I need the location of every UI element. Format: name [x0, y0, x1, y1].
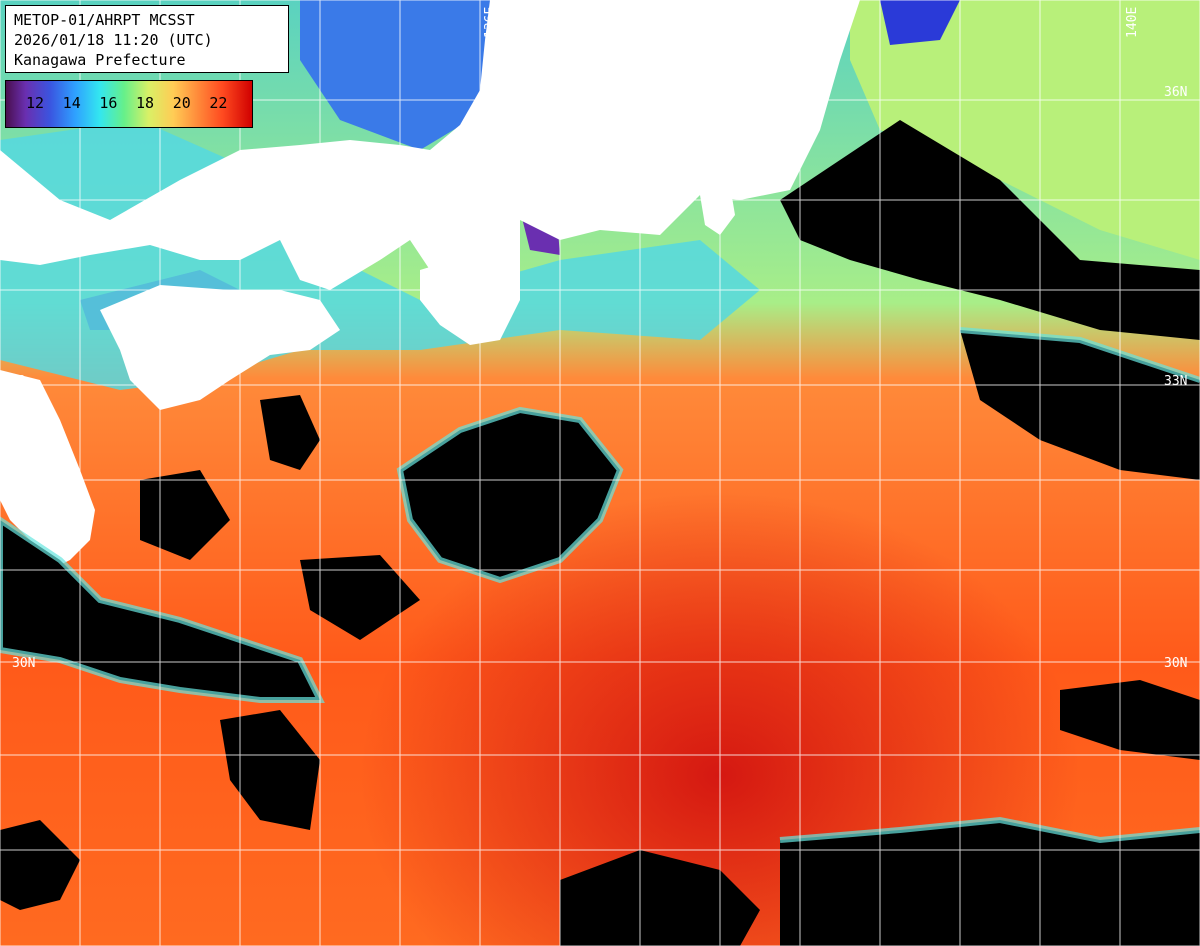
- izu-peninsula: [700, 185, 735, 235]
- lat-label-30n-left: 30N: [12, 656, 35, 671]
- cold-northeast-pocket: [880, 0, 960, 45]
- colorbar-tick-18: 18: [136, 94, 155, 112]
- image-info-box: METOP-01/AHRPT MCSST 2026/01/18 11:20 (U…: [5, 5, 289, 73]
- region-label: Kanagawa Prefecture: [14, 51, 186, 69]
- colorbar-tick-labels: 12 14 16 18 20 22: [26, 94, 246, 112]
- colorbar-tick-12: 12: [26, 94, 45, 112]
- colorbar-tick-14: 14: [62, 94, 81, 112]
- lat-label-30n-right: 30N: [1164, 656, 1187, 671]
- lon-label-136e: 136E: [483, 7, 498, 38]
- colorbar-tick-16: 16: [99, 94, 118, 112]
- cloud-cover: [0, 120, 1200, 946]
- kii-peninsula: [420, 255, 520, 345]
- colorbar-tick-22: 22: [209, 94, 228, 112]
- kyushu-land: [0, 370, 95, 570]
- observation-timestamp: 2026/01/18 11:20 (UTC): [14, 31, 213, 49]
- lon-label-140e: 140E: [1125, 7, 1140, 38]
- honshu-land: [0, 0, 860, 330]
- temperature-colorbar: 12 14 16 18 20 22: [5, 80, 253, 128]
- colorbar-tick-20: 20: [172, 94, 191, 112]
- lat-label-33n-right: 33N: [1164, 374, 1187, 389]
- satellite-product-title: METOP-01/AHRPT MCSST: [14, 11, 195, 29]
- lat-label-33n-left: 33: [10, 374, 26, 389]
- lat-label-36n: 36N: [1164, 85, 1187, 100]
- cool-northeast-water: [850, 0, 1200, 260]
